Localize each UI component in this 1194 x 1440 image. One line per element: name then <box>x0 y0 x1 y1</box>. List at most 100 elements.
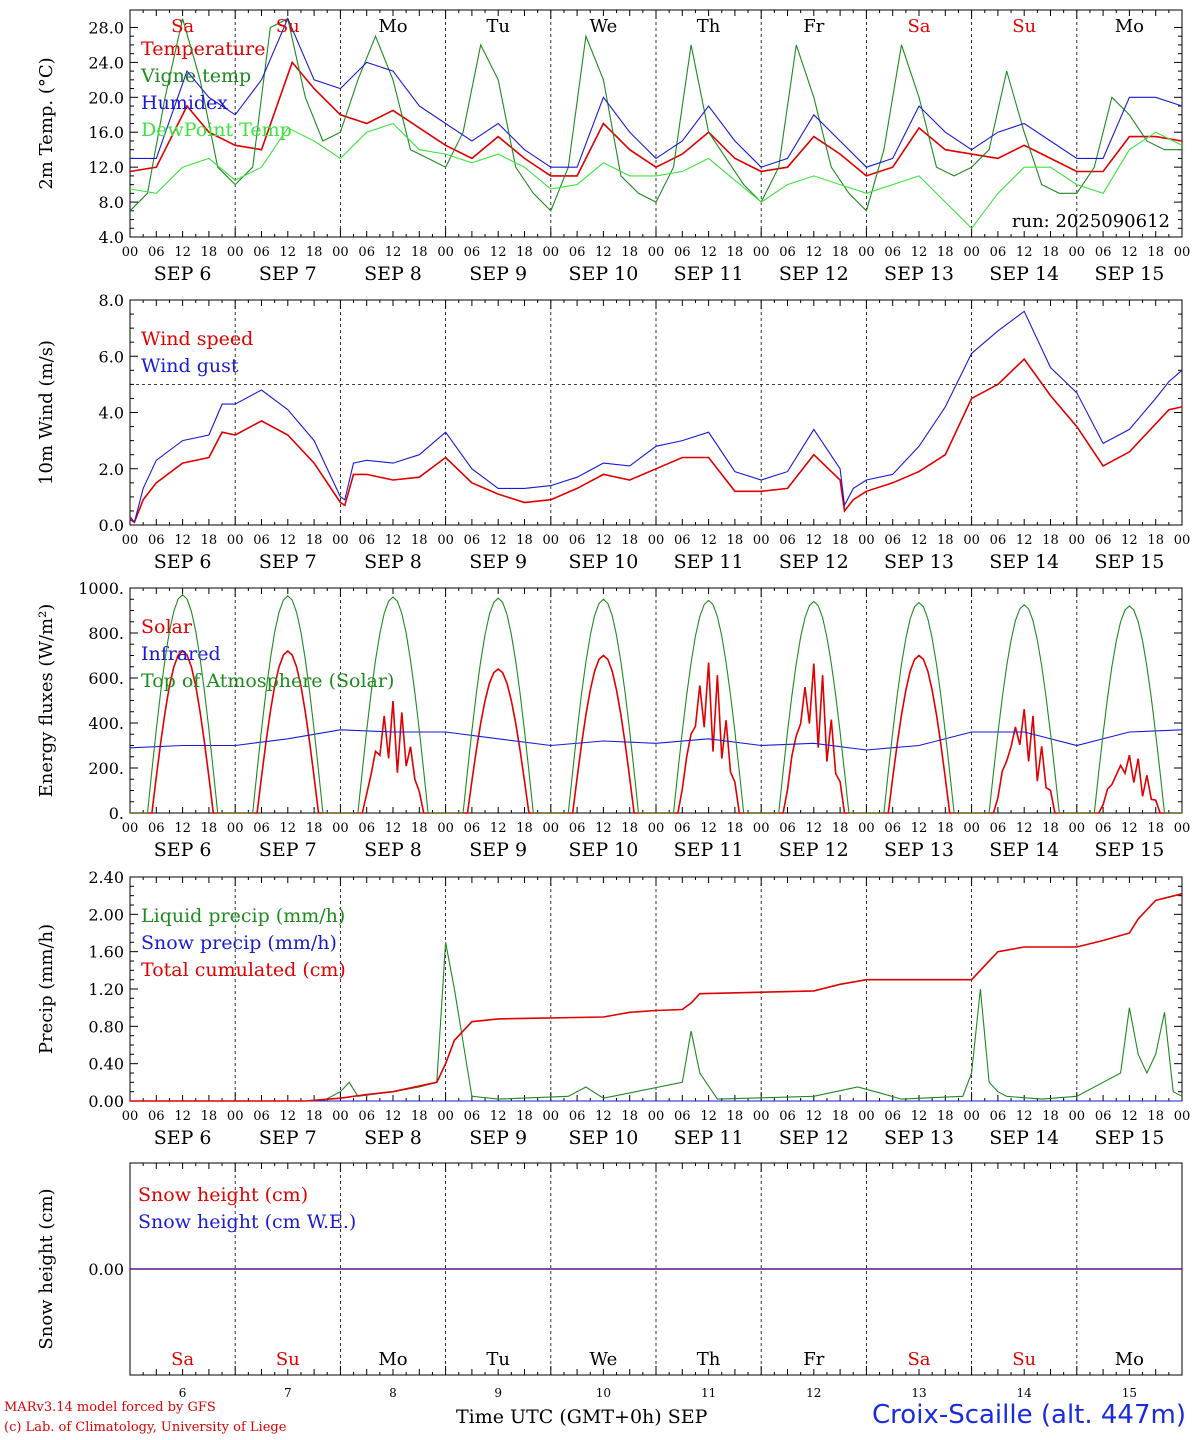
hour-tick-label: 18 <box>1147 533 1164 548</box>
hour-tick-label: 00 <box>1174 1109 1191 1124</box>
y-axis-title: 2m Temp. (°C) <box>36 57 57 189</box>
hour-tick-label: 00 <box>648 1109 665 1124</box>
day-name-label: Th <box>697 1349 721 1370</box>
hour-tick-label: 06 <box>884 1109 901 1124</box>
hour-tick-label: 06 <box>253 533 270 548</box>
hour-tick-label: 00 <box>963 821 980 836</box>
hour-tick-label: 00 <box>122 245 139 260</box>
y-tick-label: 16.0 <box>88 123 124 142</box>
hour-tick-label: 06 <box>884 533 901 548</box>
date-label: SEP 12 <box>779 551 849 573</box>
hour-tick-label: 00 <box>122 821 139 836</box>
hour-tick-label: 12 <box>911 245 928 260</box>
day-name-label: Su <box>276 1349 300 1370</box>
hour-tick-label: 06 <box>464 821 481 836</box>
hour-tick-label: 18 <box>727 1109 744 1124</box>
date-label: SEP 10 <box>568 263 638 285</box>
panel-4: 0.00 0.40 0.80 1.20 1.60 2.00 2.40 Precip (mm/h… <box>36 868 1190 1149</box>
hour-tick-label: 18 <box>411 1109 428 1124</box>
series-line-top-of-atmosphere-solar- <box>130 594 1182 814</box>
hour-tick-label: 12 <box>595 1109 612 1124</box>
hour-tick-label: 18 <box>306 245 323 260</box>
hour-tick-label: 12 <box>700 821 717 836</box>
hour-tick-label: 00 <box>437 533 454 548</box>
hour-tick-label: 12 <box>1016 1109 1033 1124</box>
hour-tick-label: 06 <box>253 245 270 260</box>
day-name-label: Sa <box>171 16 194 37</box>
day-name-label: Tu <box>486 1349 510 1370</box>
hour-tick-label: 18 <box>1042 533 1059 548</box>
hour-tick-label: 00 <box>858 533 875 548</box>
hour-tick-label: 00 <box>543 533 560 548</box>
y-axis-title: Snow height (cm) <box>36 1188 57 1349</box>
hour-tick-label: 12 <box>490 533 507 548</box>
y-tick-label: 1.20 <box>88 980 124 999</box>
date-label: SEP 13 <box>884 1127 954 1149</box>
hour-tick-label: 18 <box>937 533 954 548</box>
y-tick-label: 1.60 <box>88 943 124 962</box>
hour-tick-label: 00 <box>1069 821 1086 836</box>
series-line-temperature <box>129 60 1183 177</box>
day-name-label: Sa <box>907 1349 930 1370</box>
date-label: SEP 15 <box>1094 263 1164 285</box>
date-label: SEP 14 <box>989 551 1059 573</box>
hour-tick-label: 12 <box>174 245 191 260</box>
hour-tick-label: 06 <box>990 1109 1007 1124</box>
hour-tick-label: 06 <box>464 1109 481 1124</box>
hour-tick-label: 00 <box>648 245 665 260</box>
hour-tick-label: 00 <box>963 1109 980 1124</box>
hour-tick-label: 12 <box>1016 533 1033 548</box>
legend-entry: Humidex <box>141 92 228 114</box>
date-label: SEP 15 <box>1094 839 1164 861</box>
day-number-label: 13 <box>911 1386 926 1400</box>
hour-tick-label: 18 <box>727 245 744 260</box>
hour-tick-label: 06 <box>1095 821 1112 836</box>
date-label: SEP 10 <box>568 839 638 861</box>
legend-entry: Snow precip (mm/h) <box>141 932 337 954</box>
y-tick-label: 2.00 <box>88 905 124 924</box>
hour-tick-label: 18 <box>306 821 323 836</box>
hour-tick-label: 12 <box>385 245 402 260</box>
hour-tick-label: 12 <box>806 821 823 836</box>
hour-tick-label: 00 <box>1174 821 1191 836</box>
y-tick-label: 800. <box>88 624 124 643</box>
hour-tick-label: 12 <box>911 1109 928 1124</box>
hour-tick-label: 00 <box>332 245 349 260</box>
hour-tick-label: 12 <box>595 245 612 260</box>
date-label: SEP 11 <box>674 551 744 573</box>
y-axis-title: 10m Wind (m/s) <box>36 340 57 485</box>
y-tick-label: 8.0 <box>99 291 124 310</box>
hour-tick-label: 00 <box>648 533 665 548</box>
day-name-label: Th <box>697 16 721 37</box>
day-name-label: Fr <box>803 16 824 37</box>
hour-tick-label: 00 <box>227 821 244 836</box>
hour-tick-label: 06 <box>358 1109 375 1124</box>
hour-tick-label: 18 <box>411 245 428 260</box>
hour-tick-label: 00 <box>543 1109 560 1124</box>
day-name-label: Tu <box>486 16 510 37</box>
series-line-wind-speed <box>129 357 1183 524</box>
hour-tick-label: 12 <box>1121 533 1138 548</box>
day-number-label: 11 <box>701 1386 716 1400</box>
date-label: SEP 8 <box>364 839 422 861</box>
date-label: SEP 6 <box>154 551 212 573</box>
plot-frame <box>129 587 1183 814</box>
hour-tick-label: 12 <box>174 533 191 548</box>
run-annotation: run: 2025090612 <box>1012 211 1170 232</box>
day-name-label: Su <box>1012 16 1036 37</box>
hour-tick-label: 12 <box>806 1109 823 1124</box>
legend-entry: Infrared <box>141 643 221 665</box>
series-line-total-cumulated-cm- <box>130 893 1183 1102</box>
hour-tick-label: 00 <box>753 821 770 836</box>
hour-tick-label: 06 <box>1095 533 1112 548</box>
hour-tick-label: 06 <box>779 245 796 260</box>
hour-tick-label: 00 <box>227 1109 244 1124</box>
y-tick-label: 4.0 <box>99 228 124 247</box>
hour-tick-label: 00 <box>122 533 139 548</box>
hour-tick-label: 06 <box>253 821 270 836</box>
hour-tick-label: 06 <box>358 245 375 260</box>
y-tick-label: 24.0 <box>88 53 124 72</box>
hour-tick-label: 06 <box>1095 245 1112 260</box>
date-label: SEP 13 <box>884 551 954 573</box>
date-label: SEP 7 <box>259 839 317 861</box>
